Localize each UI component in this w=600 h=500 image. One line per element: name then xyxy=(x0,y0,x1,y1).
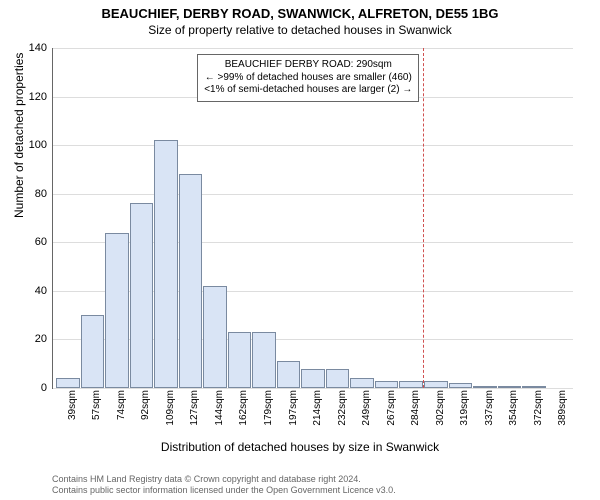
y-tick-label: 40 xyxy=(35,285,47,297)
x-tick-label: 267sqm xyxy=(386,390,397,426)
x-tick: 284sqm xyxy=(398,390,422,440)
x-tick: 92sqm xyxy=(129,390,153,440)
marker-line xyxy=(423,48,424,388)
histogram-bar xyxy=(326,369,350,388)
x-tick-label: 302sqm xyxy=(435,390,446,426)
histogram-bar xyxy=(424,381,448,388)
histogram-bar xyxy=(154,140,178,388)
y-tick-label: 80 xyxy=(35,188,47,200)
x-tick-label: 372sqm xyxy=(533,390,544,426)
histogram-bar xyxy=(301,369,325,388)
x-tick-label: 92sqm xyxy=(140,390,151,420)
x-tick: 57sqm xyxy=(80,390,104,440)
x-tick: 249sqm xyxy=(349,390,373,440)
x-tick: 162sqm xyxy=(227,390,251,440)
marker-text-line2: ← >99% of detached houses are smaller (4… xyxy=(204,72,412,85)
x-tick: 232sqm xyxy=(325,390,349,440)
chart-plot-area: 020406080100120140 BEAUCHIEF DERBY ROAD:… xyxy=(52,48,573,389)
x-tick: 354sqm xyxy=(497,390,521,440)
marker-text-line3: <1% of semi-detached houses are larger (… xyxy=(204,84,412,97)
x-tick-label: 232sqm xyxy=(337,390,348,426)
histogram-bar xyxy=(375,381,399,388)
y-axis-label: Number of detached properties xyxy=(12,53,26,218)
x-tick-label: 389sqm xyxy=(557,390,568,426)
x-tick: 389sqm xyxy=(546,390,570,440)
x-tick: 39sqm xyxy=(55,390,79,440)
x-tick: 74sqm xyxy=(104,390,128,440)
marker-text-line1: BEAUCHIEF DERBY ROAD: 290sqm xyxy=(204,59,412,72)
x-tick-label: 144sqm xyxy=(214,390,225,426)
marker-annotation-box: BEAUCHIEF DERBY ROAD: 290sqm ← >99% of d… xyxy=(197,54,419,102)
x-tick-label: 284sqm xyxy=(410,390,421,426)
x-tick-label: 337sqm xyxy=(484,390,495,426)
x-tick: 144sqm xyxy=(202,390,226,440)
gridline xyxy=(53,388,573,389)
x-tick-label: 319sqm xyxy=(459,390,470,426)
x-tick: 372sqm xyxy=(521,390,545,440)
x-tick-label: 354sqm xyxy=(508,390,519,426)
x-axis-label: Distribution of detached houses by size … xyxy=(0,440,600,454)
footer-line1: Contains HM Land Registry data © Crown c… xyxy=(52,474,600,485)
x-tick-label: 162sqm xyxy=(238,390,249,426)
chart-footer: Contains HM Land Registry data © Crown c… xyxy=(0,474,600,496)
x-tick-label: 109sqm xyxy=(165,390,176,426)
histogram-bar xyxy=(449,383,473,388)
x-tick: 127sqm xyxy=(178,390,202,440)
histogram-bar xyxy=(252,332,276,388)
x-tick-label: 74sqm xyxy=(116,390,127,420)
x-tick-label: 249sqm xyxy=(361,390,372,426)
x-axis-ticks: 39sqm 57sqm 74sqm 92sqm 109sqm 127sqm 144sqm 16… xyxy=(52,390,572,440)
histogram-bar xyxy=(203,286,227,388)
histogram-bar xyxy=(228,332,252,388)
histogram-bar xyxy=(81,315,105,388)
histogram-bar xyxy=(56,378,80,388)
x-tick-label: 127sqm xyxy=(189,390,200,426)
chart-subtitle: Size of property relative to detached ho… xyxy=(0,21,600,37)
histogram-bar xyxy=(130,203,154,388)
footer-line2: Contains public sector information licen… xyxy=(52,485,600,496)
y-tick-label: 120 xyxy=(29,91,47,103)
x-tick-label: 214sqm xyxy=(312,390,323,426)
histogram-bar xyxy=(522,386,546,388)
histogram-bar xyxy=(473,386,497,388)
chart-title: BEAUCHIEF, DERBY ROAD, SWANWICK, ALFRETO… xyxy=(0,0,600,21)
y-tick-label: 20 xyxy=(35,333,47,345)
x-tick-label: 179sqm xyxy=(263,390,274,426)
x-tick: 337sqm xyxy=(472,390,496,440)
x-tick: 267sqm xyxy=(374,390,398,440)
y-tick-label: 100 xyxy=(29,139,47,151)
histogram-bar xyxy=(179,174,203,388)
histogram-bar xyxy=(399,381,423,388)
histogram-bar xyxy=(277,361,301,388)
x-tick: 214sqm xyxy=(300,390,324,440)
x-tick-label: 39sqm xyxy=(67,390,78,420)
x-tick-label: 197sqm xyxy=(288,390,299,426)
y-tick-label: 0 xyxy=(41,382,47,394)
x-tick: 197sqm xyxy=(276,390,300,440)
histogram-bar xyxy=(350,378,374,388)
histogram-bar xyxy=(498,386,522,388)
x-tick: 109sqm xyxy=(153,390,177,440)
y-tick-label: 60 xyxy=(35,236,47,248)
x-tick: 179sqm xyxy=(251,390,275,440)
y-tick-label: 140 xyxy=(29,42,47,54)
histogram-bar xyxy=(105,233,129,388)
x-tick: 319sqm xyxy=(448,390,472,440)
x-tick: 302sqm xyxy=(423,390,447,440)
x-tick-label: 57sqm xyxy=(91,390,102,420)
